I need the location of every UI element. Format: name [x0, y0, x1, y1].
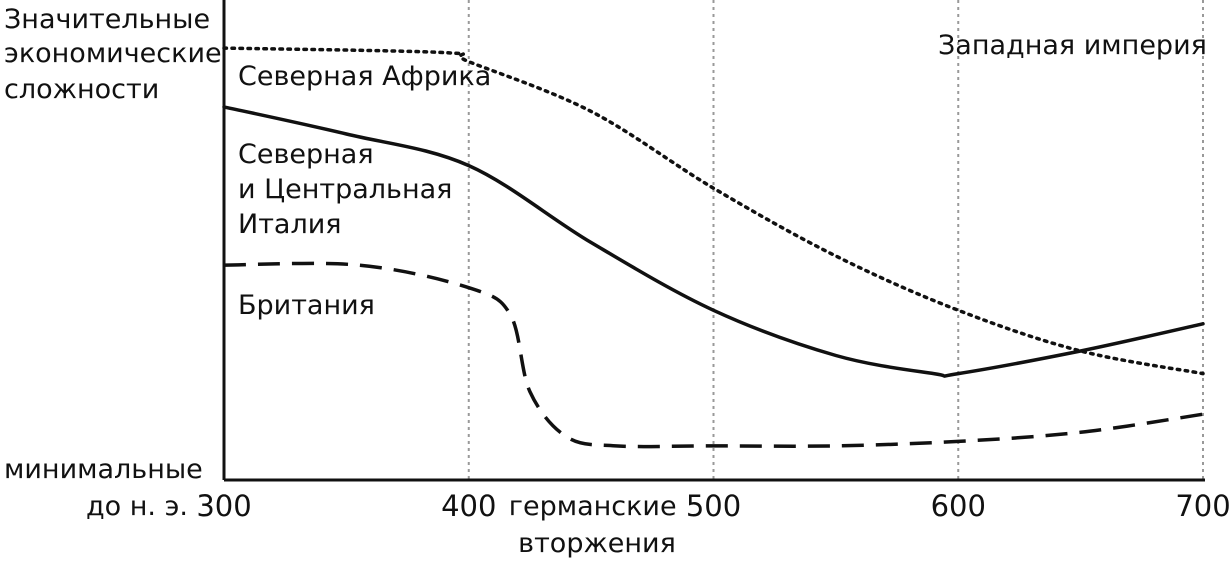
series-label: Западная империя: [938, 30, 1207, 61]
gridlines: [467, 0, 1204, 480]
x-axis-annotation: германские вторжения: [509, 491, 685, 559]
x-axis-prefix: до н. э.: [86, 491, 188, 522]
x-tick-label: 600: [931, 489, 986, 523]
x-tick-label: 400: [441, 489, 496, 523]
series-line-dashed: [223, 261, 1204, 449]
series-label: Британия: [238, 290, 375, 321]
x-tick-label: 500: [686, 489, 741, 523]
axes: [222, 0, 1205, 482]
x-tick-label: 700: [1175, 489, 1230, 523]
series-line-dotted: [222, 46, 1205, 376]
series-label: Северная Африка: [238, 61, 491, 92]
y-axis-label-top: Значительные экономические сложности: [4, 4, 230, 105]
series-labels: Западная империя Северная Африка Северная и…: [238, 30, 1207, 321]
series-label: Северная и Центральная Италия: [238, 139, 452, 240]
x-tick-labels: 300 400 500 600 700: [196, 489, 1230, 523]
y-axis-label-bottom: минимальные: [4, 454, 203, 485]
x-tick-label: 300: [196, 489, 251, 523]
series-line-solid: [222, 105, 1205, 378]
series-lines: [222, 46, 1205, 449]
